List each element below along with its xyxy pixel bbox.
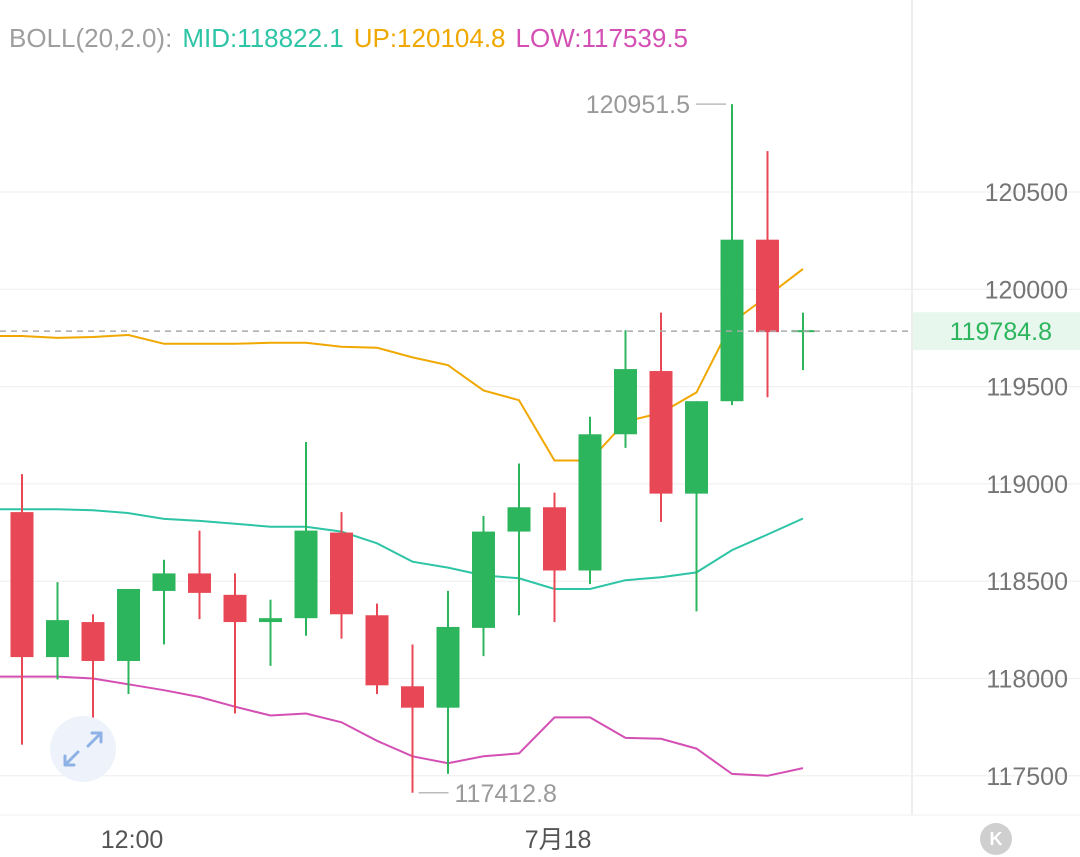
max-price-label: 120951.5 xyxy=(586,91,690,119)
boll-up-line xyxy=(0,268,804,462)
candle-body xyxy=(10,512,34,658)
candle xyxy=(330,512,353,639)
kline-settings-button[interactable]: K xyxy=(980,823,1012,855)
candle xyxy=(10,474,34,745)
boll-mid-line xyxy=(0,508,804,590)
candle xyxy=(223,573,247,714)
x-axis-tick-labels: 12:00 7月18 xyxy=(101,826,592,854)
candle-body xyxy=(330,532,353,615)
x-tick-label: 7月18 xyxy=(525,826,592,854)
candle xyxy=(614,330,637,448)
y-tick-label: 120500 xyxy=(985,179,1068,207)
candle xyxy=(436,590,460,774)
candle xyxy=(649,312,673,522)
current-price-label: 119784.8 xyxy=(950,318,1052,346)
boll-mid-label: MID:118822.1 xyxy=(182,23,344,53)
candle xyxy=(791,312,815,371)
candle-body xyxy=(507,507,531,532)
boll-legend: BOLL(20,2.0): MID:118822.1 UP:120104.8 LOW:… xyxy=(9,20,698,56)
candle-body xyxy=(578,434,602,571)
candle xyxy=(543,492,566,623)
candle-body xyxy=(259,618,282,623)
candle-body xyxy=(46,620,69,658)
candle xyxy=(472,516,495,657)
candle xyxy=(259,599,282,666)
extreme-markers: 120951.5 117412.8 xyxy=(418,91,726,808)
boll-up-label: UP:120104.8 xyxy=(353,23,506,53)
boll-low-label: LOW:117539.5 xyxy=(515,23,689,53)
candle xyxy=(756,151,779,398)
candle-body xyxy=(685,401,708,494)
y-tick-label: 118000 xyxy=(986,666,1068,694)
candle-body xyxy=(436,626,460,708)
candle-body xyxy=(543,507,566,571)
candle xyxy=(46,582,69,680)
candle xyxy=(578,416,602,585)
candle-body xyxy=(649,371,673,494)
candle-body xyxy=(720,239,744,402)
k-icon: K xyxy=(989,829,1003,849)
candle xyxy=(81,614,105,737)
y-tick-label: 120000 xyxy=(985,276,1068,304)
candle-body xyxy=(365,615,389,686)
current-price-marker: 119784.8 xyxy=(0,312,1080,351)
candles xyxy=(10,104,815,793)
candle xyxy=(152,559,176,645)
boll-name-label: BOLL(20,2.0): xyxy=(9,23,173,53)
candle-body xyxy=(81,622,105,661)
candle-body xyxy=(117,588,140,661)
expand-arrows-icon xyxy=(63,731,103,767)
candle xyxy=(294,442,318,636)
candle xyxy=(685,401,708,612)
candle-body xyxy=(401,686,424,708)
candle-body xyxy=(152,573,176,591)
candle-body xyxy=(472,531,495,628)
grid-lines xyxy=(0,191,1080,777)
boll-low-line xyxy=(0,675,804,777)
y-tick-label: 117500 xyxy=(986,763,1068,791)
candle xyxy=(188,530,211,620)
y-tick-label: 119500 xyxy=(986,374,1068,402)
candle-body xyxy=(614,369,637,435)
candle xyxy=(507,463,531,616)
candle xyxy=(401,644,424,793)
candle xyxy=(117,588,140,695)
candle-body xyxy=(188,573,211,593)
expand-chart-button[interactable] xyxy=(50,716,116,782)
candle xyxy=(720,104,744,406)
y-tick-label: 118500 xyxy=(986,568,1068,596)
candle-body xyxy=(756,239,779,333)
y-axis-tick-labels: 120500 120000 119500 119000 118500 118000 1175… xyxy=(985,179,1068,791)
current-price-box xyxy=(913,312,1080,351)
candle xyxy=(365,603,389,695)
candle-body xyxy=(223,594,247,623)
candle-body xyxy=(294,530,318,619)
y-tick-label: 119000 xyxy=(986,471,1068,499)
min-price-label: 117412.8 xyxy=(455,780,557,808)
x-tick-label: 12:00 xyxy=(101,826,164,854)
